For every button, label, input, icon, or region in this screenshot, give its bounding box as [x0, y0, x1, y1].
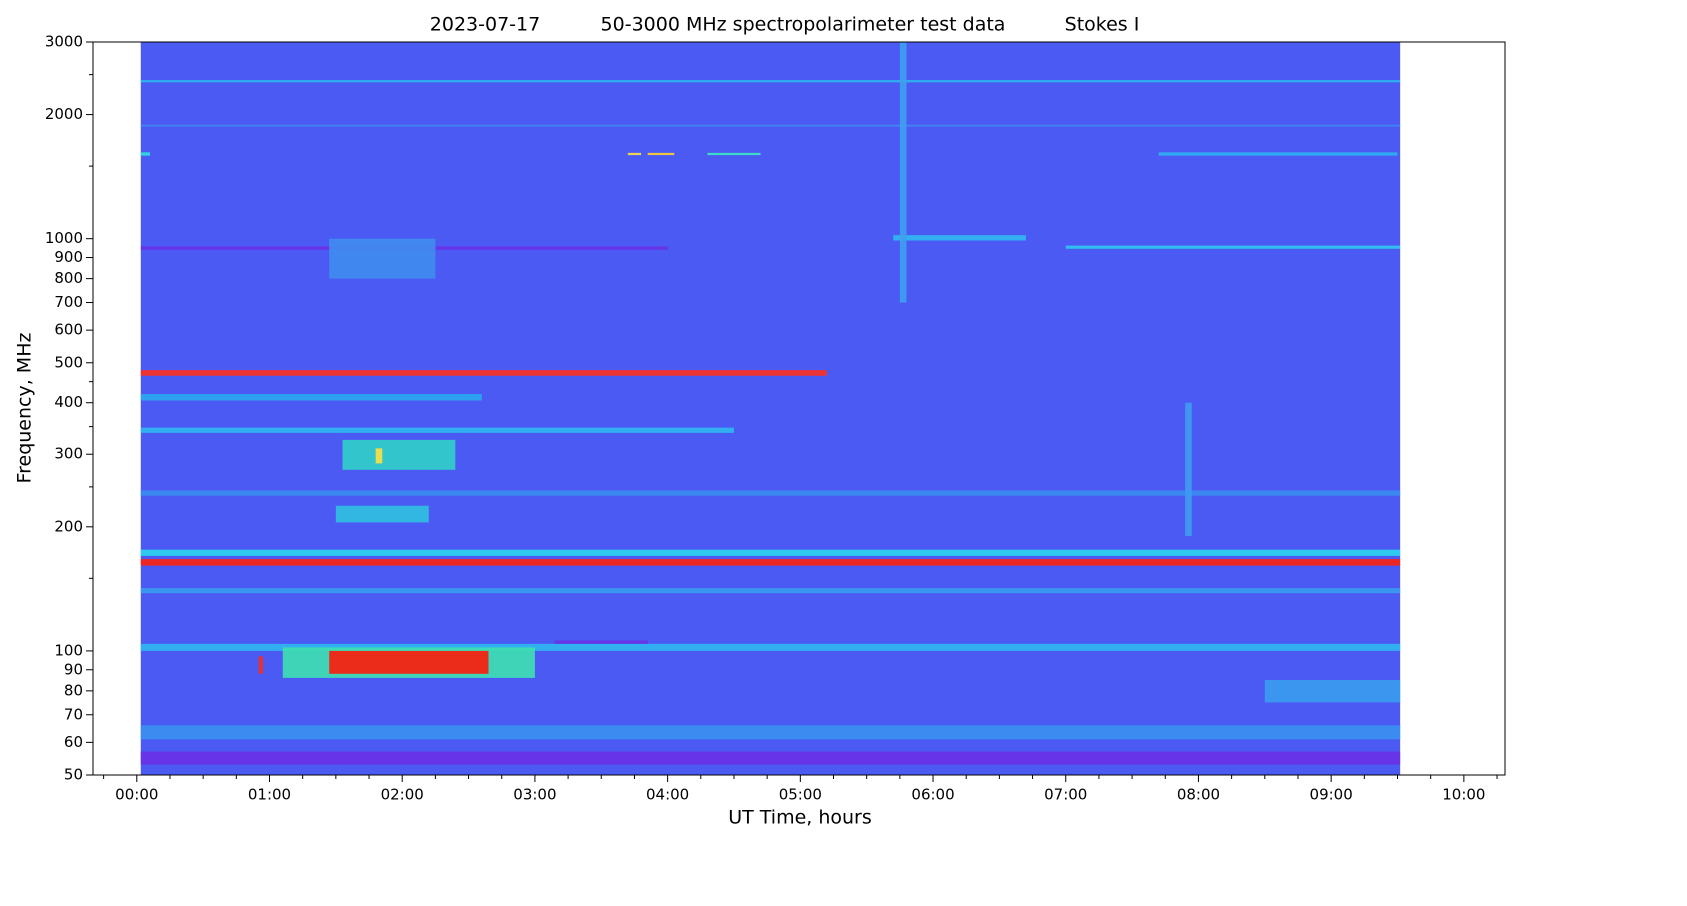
spectral-feature: [140, 725, 1401, 740]
x-tick-label: 08:00: [1177, 786, 1220, 804]
spectral-feature: [335, 505, 429, 523]
plot-frame: [92, 41, 1506, 776]
spectral-feature: [329, 238, 436, 279]
spectral-feature: [1264, 680, 1401, 703]
spectral-feature: [140, 588, 1401, 594]
y-tick-label: 70: [64, 705, 83, 723]
spectral-feature: [1185, 402, 1192, 536]
y-tick-label: 200: [54, 517, 83, 535]
spectral-feature: [1065, 245, 1401, 249]
x-tick-label: 07:00: [1044, 786, 1087, 804]
chart-title: 50-3000 MHz spectropolarimeter test data: [601, 14, 1006, 36]
spectral-feature: [140, 427, 734, 433]
spectral-feature: [140, 124, 1401, 127]
x-tick-label: 01:00: [248, 786, 291, 804]
y-tick-label: 800: [54, 269, 83, 287]
spectral-feature: [140, 559, 1401, 566]
spectral-feature: [140, 152, 151, 156]
y-tick-label: 100: [54, 641, 83, 659]
axes: 00:00 01:00 02:00 03:00 04:00 05:00 06:00 07:00…: [45, 33, 1506, 804]
spectral-feature: [647, 152, 675, 156]
y-tick-label: 400: [54, 393, 83, 411]
title-mode: Stokes I: [1065, 14, 1140, 36]
spectral-feature: [140, 490, 1401, 496]
y-tick-label: 50: [64, 766, 83, 784]
y-tick-label: 700: [54, 293, 83, 311]
plot-area: [140, 42, 1401, 775]
x-tick-label: 00:00: [115, 786, 158, 804]
spectral-feature: [899, 42, 907, 303]
x-tick-label: 04:00: [646, 786, 689, 804]
spectral-feature: [140, 549, 1401, 556]
x-tick-label: 05:00: [779, 786, 822, 804]
y-tick-label: 600: [54, 321, 83, 339]
x-tick-label: 02:00: [381, 786, 424, 804]
y-tick-label: 3000: [45, 33, 83, 51]
spectral-feature: [329, 650, 489, 674]
x-tick-label: 09:00: [1310, 786, 1353, 804]
y-tick-label: 80: [64, 681, 83, 699]
y-axis-label: Frequency, MHz: [14, 333, 36, 484]
y-tick-label: 1000: [45, 229, 83, 247]
x-axis-label: UT Time, hours: [728, 807, 872, 829]
y-tick-label: 60: [64, 733, 83, 751]
spectral-feature: [1158, 152, 1398, 156]
spectral-feature: [554, 640, 648, 644]
y-tick-label: 90: [64, 660, 83, 678]
spectral-feature: [893, 235, 1026, 241]
spectral-feature: [140, 751, 1401, 765]
y-tick-label: 300: [54, 445, 83, 463]
title-date: 2023-07-17: [430, 14, 540, 36]
spectral-feature: [140, 393, 482, 401]
spectral-feature: [707, 152, 761, 156]
spectral-feature: [375, 448, 383, 464]
spectral-feature: [627, 152, 642, 156]
x-tick-label: 06:00: [911, 786, 954, 804]
y-tick-label: 500: [54, 353, 83, 371]
x-tick-label: 10:00: [1442, 786, 1485, 804]
y-tick-label: 2000: [45, 105, 83, 123]
spectral-feature: [258, 656, 263, 674]
spectral-feature: [140, 80, 1401, 83]
x-tick-label: 03:00: [513, 786, 556, 804]
spectral-feature: [140, 643, 1401, 651]
spectral-feature: [342, 439, 456, 470]
spectral-feature: [140, 370, 827, 376]
y-tick-label: 900: [54, 248, 83, 266]
